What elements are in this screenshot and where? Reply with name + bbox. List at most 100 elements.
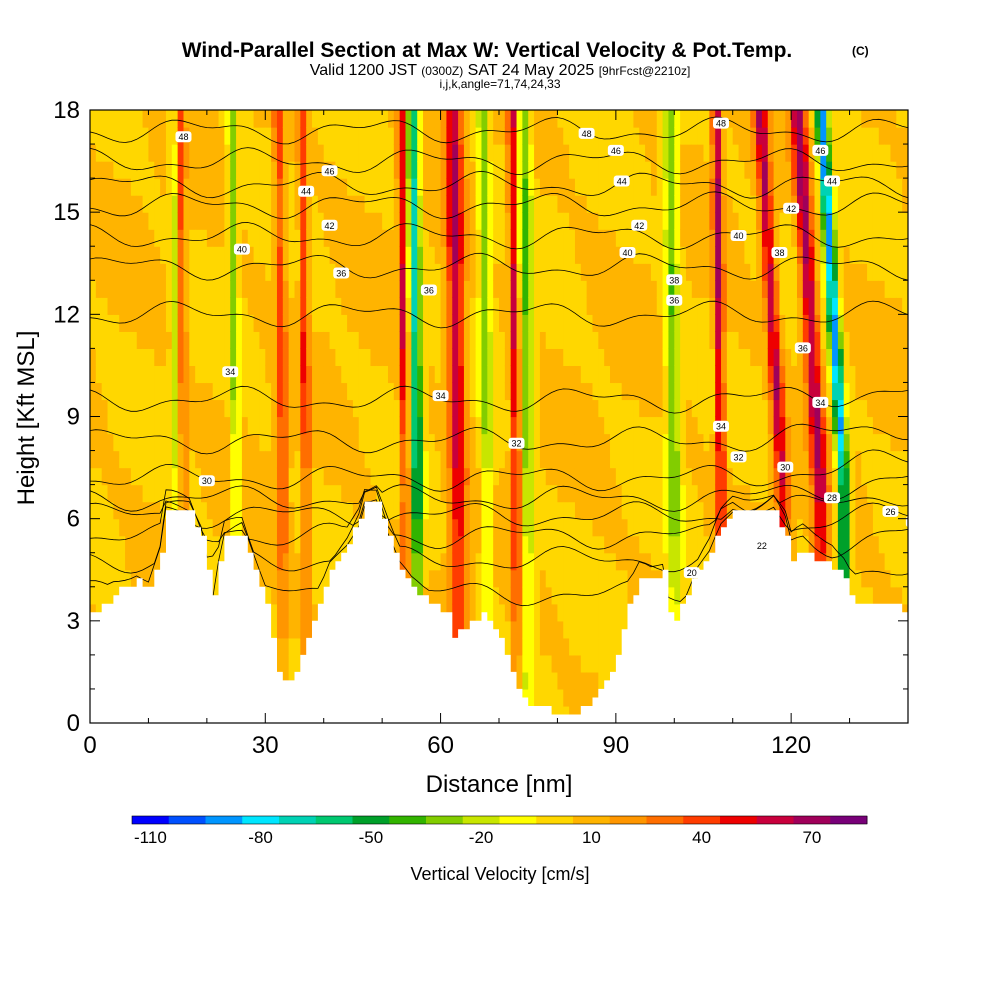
theta-label-30: 30 [198, 475, 215, 487]
colorbar-swatch [793, 816, 831, 824]
colorbar-swatch [389, 816, 427, 824]
colorbar-swatch [205, 816, 243, 824]
theta-label-34: 34 [713, 420, 730, 432]
colorbar-swatch [352, 816, 390, 824]
potential-temperature-contours [90, 116, 908, 607]
colorbar-tick-label: -50 [359, 828, 384, 847]
y-tick-label: 12 [53, 301, 80, 328]
theta-label-26: 26 [882, 505, 899, 517]
x-tick-label: 0 [83, 732, 96, 759]
theta-label-44: 44 [298, 185, 315, 197]
theta-label-34: 34 [222, 366, 239, 378]
terrain-shape [90, 501, 908, 723]
contour-labels: 48 46 44 42 40 36 36 34 34 32 30 48 46 44 42 40 38 36 48 46… [175, 117, 908, 579]
x-tick-label: 60 [427, 732, 454, 759]
colorbar: -110 -80 -50 -20 10 40 70 [131, 815, 868, 847]
theta-label-34: 34 [812, 396, 829, 408]
theta-contour-48 [90, 116, 908, 145]
theta-contour-40 [90, 222, 908, 250]
colorbar-tick-label: 40 [692, 828, 711, 847]
theta-label-48: 48 [578, 127, 595, 139]
theta-label-32: 32 [508, 437, 525, 449]
theta-contour-46 [90, 147, 908, 175]
theta-contour-26 [90, 494, 908, 529]
x-tick-label: 30 [252, 732, 279, 759]
theta-label-40: 40 [730, 230, 747, 242]
colorbar-swatch [609, 816, 647, 824]
theta-label-42: 42 [631, 219, 648, 231]
colorbar-tick-label: -110 [134, 828, 167, 847]
theta-label-36: 36 [794, 342, 811, 354]
theta-contour-24 [90, 488, 908, 550]
y-tick-label: 9 [67, 404, 80, 431]
subtitle-part-valid: Valid 1200 JST [310, 62, 421, 79]
theta-label-30: 30 [777, 461, 794, 473]
theta-label-44: 44 [824, 175, 841, 187]
colorbar-label: Vertical Velocity [cm/s] [410, 864, 589, 884]
x-tick-label: 90 [603, 732, 630, 759]
theta-contour-28 [90, 475, 908, 512]
plot-area: 48 46 44 42 40 36 36 34 34 32 30 48 46 44 42 40 38 36 48 46… [90, 110, 908, 723]
theta-contour-36 [90, 300, 908, 329]
theta-label-34: 34 [432, 390, 449, 402]
theta-contour-30 [90, 449, 908, 492]
theta-label-42: 42 [321, 219, 338, 231]
theta-label-46: 46 [321, 165, 338, 177]
theta-contour-44 [90, 170, 908, 199]
theta-contour-38 [90, 252, 908, 281]
theta-label-40: 40 [619, 247, 636, 259]
theta-label-42: 42 [783, 202, 800, 214]
colorbar-swatch [499, 816, 537, 824]
colorbar-tick-label: -80 [248, 828, 273, 847]
theta-label-46: 46 [607, 144, 624, 156]
colorbar-swatch [720, 816, 758, 824]
colorbar-swatch [830, 816, 868, 824]
theta-label-38: 38 [771, 247, 788, 259]
y-tick-label: 15 [53, 199, 80, 226]
theta-label-36: 36 [666, 294, 683, 306]
theta-contour-34 [90, 385, 908, 414]
y-tick-label: 3 [67, 608, 80, 635]
subtitle-part-utc: (0300Z) [421, 64, 463, 78]
colorbar-tick-label: 70 [802, 828, 821, 847]
chart-subtitle-indices: i,j,k,angle=71,74,24,33 [439, 77, 560, 91]
theta-contour-22 [90, 486, 908, 574]
theta-label-40: 40 [233, 243, 250, 255]
chart-title-mark: (C) [852, 44, 869, 58]
theta-label-44: 44 [613, 175, 630, 187]
theta-label-38: 38 [666, 274, 683, 286]
theta-label-46: 46 [812, 144, 829, 156]
colorbar-swatch [168, 816, 206, 824]
colorbar-swatch [646, 816, 684, 824]
colorbar-tick-label: 10 [582, 828, 601, 847]
theta-label-28: 28 [824, 492, 841, 504]
theta-label-48: 48 [175, 131, 192, 143]
theta-label-36: 36 [420, 284, 437, 296]
theta-contour-42 [90, 191, 908, 220]
y-tick-label: 18 [53, 97, 80, 124]
theta-label-48: 48 [713, 117, 730, 129]
colorbar-swatch [132, 816, 170, 824]
y-tick-label: 6 [67, 506, 80, 533]
colorbar-swatch [573, 816, 611, 824]
colorbar-swatch [536, 816, 574, 824]
colorbar-swatch [756, 816, 794, 824]
y-axis-label: Height [Kft MSL] [13, 331, 40, 506]
theta-label-32: 32 [730, 451, 747, 463]
x-axis-label: Distance [nm] [426, 771, 573, 798]
subtitle-part-forecast: [9hrFcst@2210z] [599, 64, 691, 78]
colorbar-swatch [315, 816, 353, 824]
colorbar-swatch [683, 816, 721, 824]
terrain-mask [90, 501, 908, 723]
chart-subtitle: Valid 1200 JST (0300Z) SAT 24 May 2025 [… [310, 62, 691, 79]
y-tick-label: 0 [67, 710, 80, 737]
theta-label-36: 36 [333, 267, 350, 279]
x-tick-label: 120 [771, 732, 811, 759]
theta-contour-32 [90, 423, 908, 455]
colorbar-swatch [462, 816, 500, 824]
colorbar-swatch [426, 816, 464, 824]
colorbar-tick-label: -20 [469, 828, 494, 847]
colorbar-swatch [242, 816, 280, 824]
